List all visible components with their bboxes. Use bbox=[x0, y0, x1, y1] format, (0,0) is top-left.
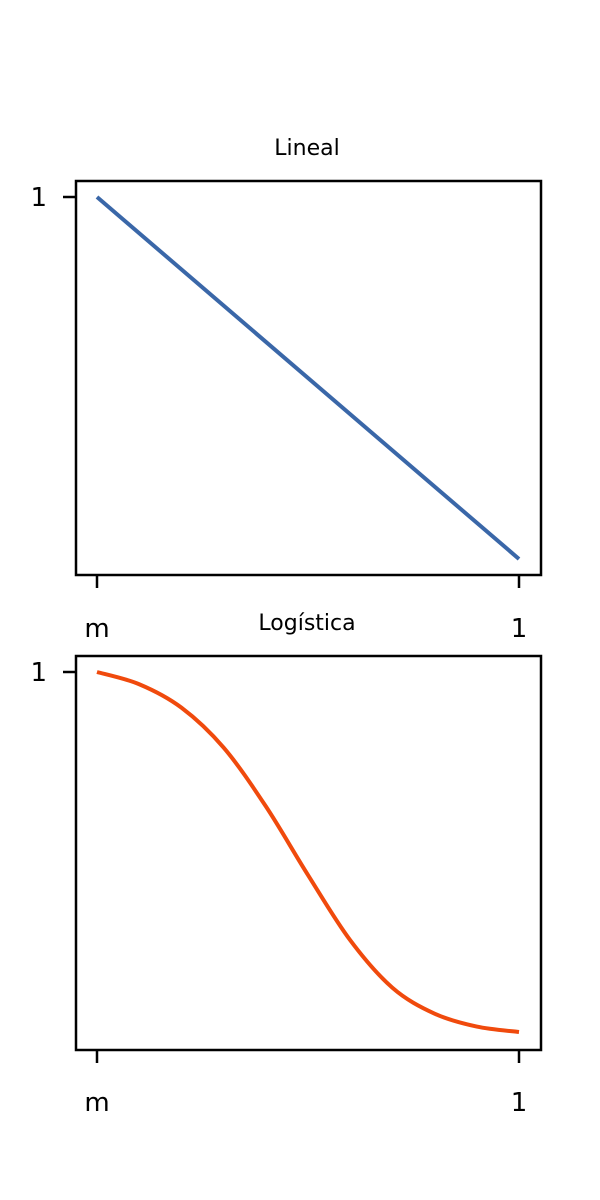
series-layer bbox=[96, 670, 520, 1034]
chart-title: Logística bbox=[258, 611, 355, 636]
x-tick-label-1: 1 bbox=[511, 1088, 528, 1118]
panel-lineal: Lineal 1 m 1 bbox=[30, 136, 543, 644]
panel-logistica: Logística 1 m 1 bbox=[30, 611, 543, 1118]
x-tick-label-1: 1 bbox=[511, 614, 528, 644]
y-tick-label-1: 1 bbox=[30, 658, 47, 688]
chart-title: Lineal bbox=[274, 136, 339, 161]
x-tick-label-m: m bbox=[84, 1088, 109, 1118]
series-line-0 bbox=[95, 195, 521, 561]
series-line-0 bbox=[96, 670, 520, 1034]
x-tick-label-m: m bbox=[84, 614, 109, 644]
series-layer bbox=[95, 195, 521, 561]
plot-area bbox=[74, 654, 543, 1052]
y-tick-label-1: 1 bbox=[30, 183, 47, 213]
plot-area bbox=[74, 179, 543, 577]
